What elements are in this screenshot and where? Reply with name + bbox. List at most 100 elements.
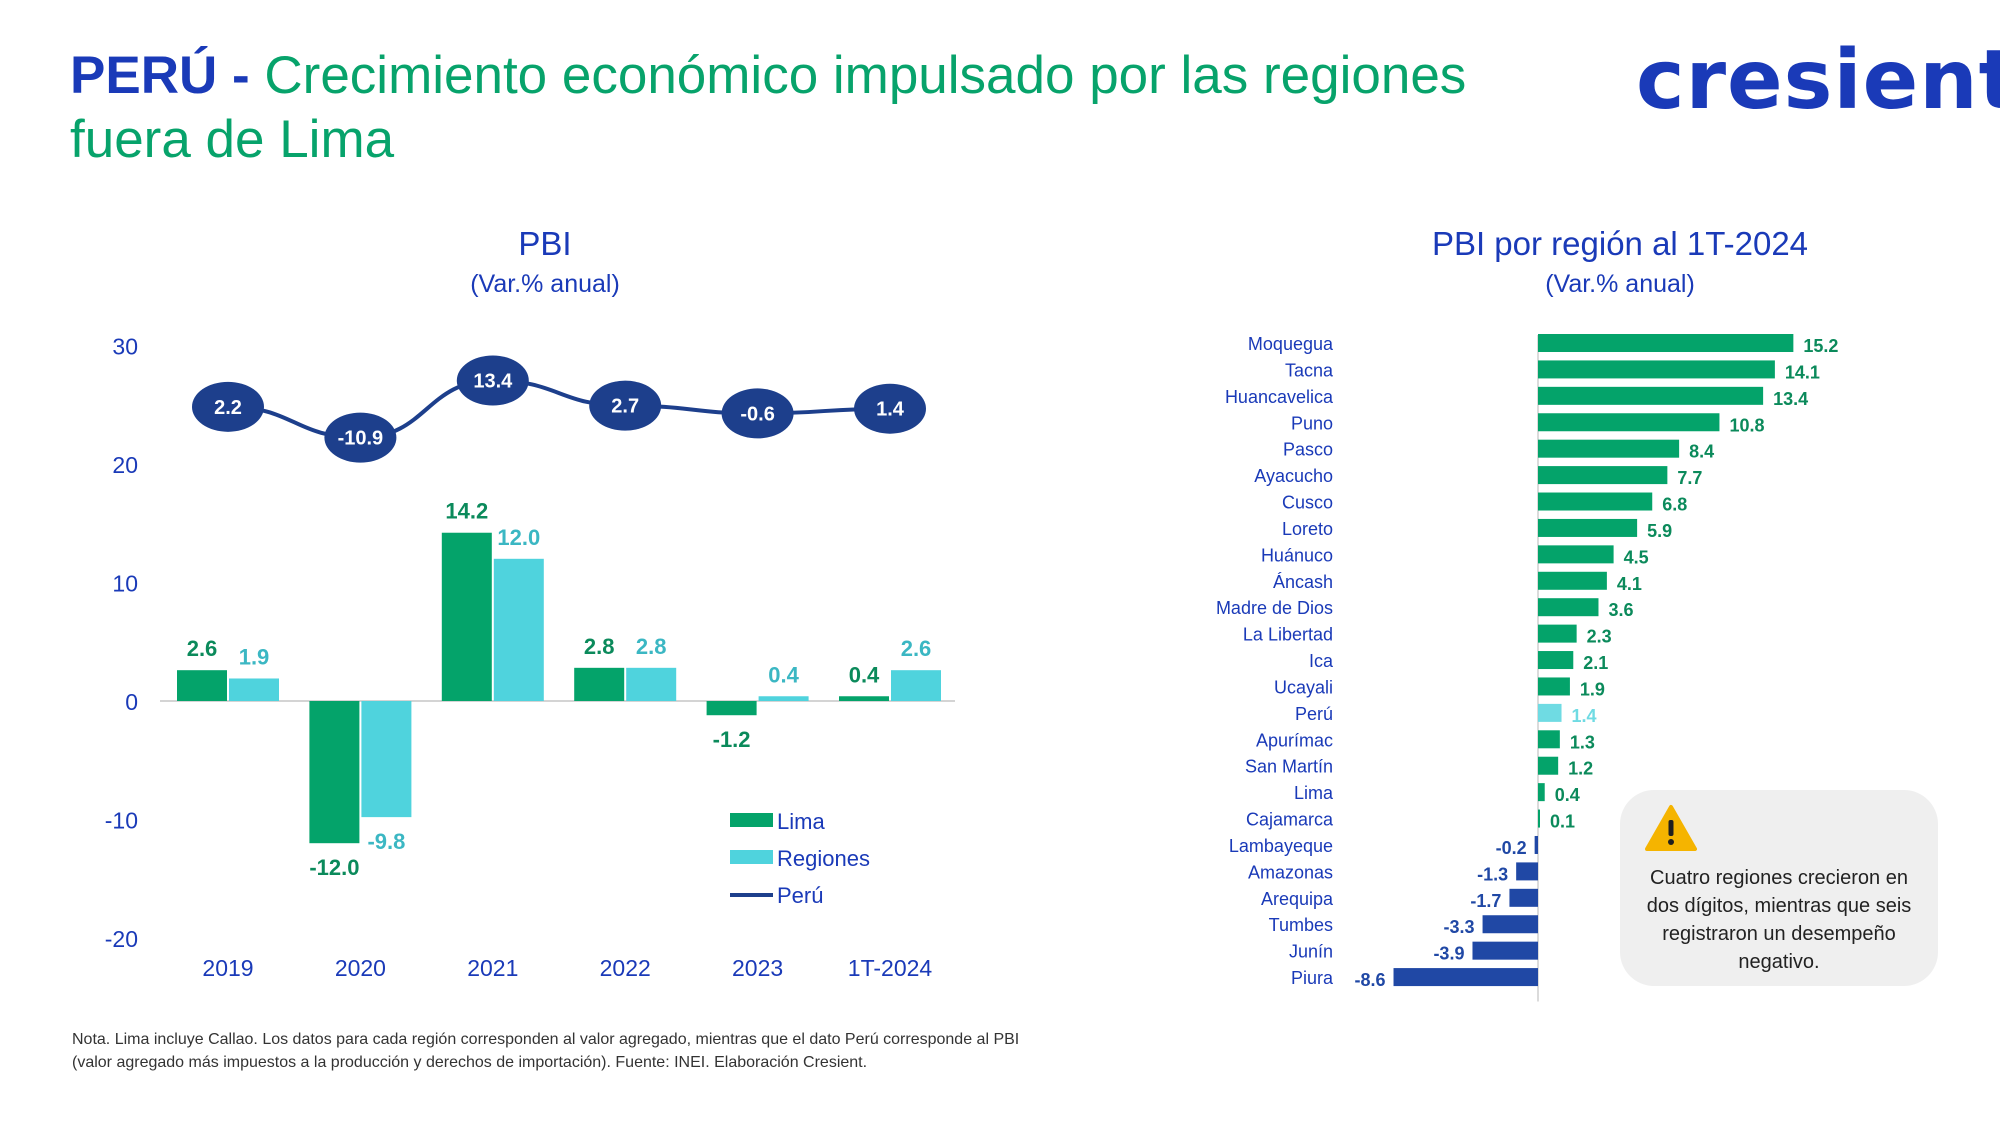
region-bar (1393, 968, 1538, 987)
lima-value-label: -1.2 (713, 727, 751, 752)
footnote: Nota. Lima incluye Callao. Los datos par… (72, 1028, 1172, 1074)
region-value-label: 13.4 (1773, 389, 1808, 409)
pbi-chart-heading: PBI (Var.% anual) (245, 222, 845, 302)
region-label: Piura (1291, 968, 1334, 988)
peru-marker (854, 383, 926, 434)
lima-bar (574, 667, 625, 701)
lima-bar (177, 670, 227, 701)
legend-peru-label: Perú (777, 883, 823, 908)
region-value-label: -0.2 (1496, 838, 1527, 858)
region-label: Lima (1294, 783, 1334, 803)
region-label: La Libertad (1243, 625, 1333, 645)
region-label: Ayacucho (1254, 466, 1333, 486)
region-bar (1538, 334, 1794, 352)
region-label: Loreto (1282, 519, 1333, 539)
region-label: San Martín (1245, 757, 1333, 777)
y-tick-label: -20 (105, 926, 138, 952)
lima-value-label: 2.8 (584, 634, 615, 659)
peru-marker (589, 380, 662, 431)
x-tick-label: 1T-2024 (848, 955, 933, 981)
region-bar (1538, 703, 1562, 722)
x-tick-label: 2020 (335, 955, 386, 981)
region-bar (1538, 571, 1607, 590)
region-value-label: 5.9 (1647, 521, 1672, 541)
cresient-logo: cresient (1636, 33, 2000, 128)
pbi-chart-subtitle: (Var.% anual) (470, 270, 620, 298)
region-bar (1538, 466, 1668, 485)
peru-value-label: 2.7 (611, 396, 639, 418)
region-bar (1538, 730, 1560, 749)
region-value-label: 8.4 (1689, 442, 1714, 462)
peru-value-label: 1.4 (876, 399, 905, 421)
region-label: Tumbes (1269, 915, 1333, 935)
lima-bar (309, 701, 360, 844)
regiones-bar (493, 558, 544, 701)
region-label: Apurímac (1256, 730, 1333, 750)
region-label: Áncash (1273, 572, 1333, 592)
region-label: Lambayeque (1229, 836, 1333, 856)
region-value-label: 1.3 (1570, 732, 1595, 752)
region-bar (1538, 677, 1570, 696)
region-label: Ica (1309, 651, 1334, 671)
region-value-label: 14.1 (1785, 362, 1820, 382)
regiones-bar (758, 696, 809, 701)
region-bar (1538, 651, 1574, 670)
region-value-label: 6.8 (1662, 495, 1687, 515)
region-label: Pasco (1283, 440, 1333, 460)
region-label: Huánuco (1261, 545, 1333, 565)
title-dash: - (232, 46, 250, 105)
footnote-line-1: Nota. Lima incluye Callao. Los datos par… (72, 1031, 1020, 1048)
region-bar (1516, 862, 1538, 881)
region-bar (1538, 809, 1540, 828)
region-bar (1472, 941, 1538, 960)
region-label: Junín (1289, 942, 1333, 962)
peru-value-label: 13.4 (473, 371, 513, 393)
y-tick-label: -10 (105, 808, 138, 834)
region-value-label: 10.8 (1729, 415, 1764, 435)
region-bar (1538, 439, 1680, 458)
legend-lima-label: Lima (777, 809, 825, 834)
lima-value-label: 2.6 (187, 636, 218, 661)
legend-lima-swatch (730, 813, 773, 827)
region-value-label: -3.9 (1433, 944, 1464, 964)
region-value-label: 2.1 (1583, 653, 1608, 673)
peru-marker (456, 355, 529, 406)
region-value-label: 7.7 (1677, 468, 1702, 488)
region-chart-heading: PBI por región al 1T-2024 (Var.% anual) (1220, 222, 2000, 302)
peru-value-label: 2.2 (214, 397, 242, 419)
region-bar (1538, 624, 1577, 643)
peru-value-label: -0.6 (740, 403, 774, 425)
region-value-label: 4.1 (1617, 574, 1642, 594)
region-bar (1538, 386, 1764, 405)
x-tick-label: 2021 (467, 955, 518, 981)
region-bar (1538, 756, 1559, 775)
pbi-chart-title: PBI (518, 225, 572, 262)
callout-text: Cuatro regiones crecieron en dos dígitos… (1646, 867, 1912, 973)
title-country: PERÚ (70, 46, 218, 105)
peru-value-label: -10.9 (338, 428, 384, 450)
region-label: Perú (1295, 704, 1333, 724)
regiones-value-label: 12.0 (497, 525, 540, 550)
lima-bar (441, 532, 492, 701)
regiones-bar (891, 670, 941, 701)
lima-value-label: 14.2 (445, 499, 488, 524)
region-label: Huancavelica (1225, 387, 1334, 407)
region-label: Cusco (1282, 493, 1333, 513)
title-line-2: fuera de Lima (70, 110, 395, 169)
region-value-label: 0.1 (1550, 812, 1575, 832)
peru-marker (192, 381, 264, 432)
legend-regiones-label: Regiones (777, 846, 870, 871)
region-bar (1538, 783, 1545, 802)
region-chart-title: PBI por región al 1T-2024 (1431, 225, 1809, 262)
legend-regiones-swatch (730, 850, 773, 864)
region-bar (1538, 518, 1638, 537)
region-value-label: 4.5 (1624, 547, 1649, 567)
y-tick-label: 30 (112, 334, 138, 360)
title-text-1: Crecimiento económico impulsado por las … (264, 46, 1467, 105)
y-tick-label: 10 (112, 571, 138, 597)
region-bar (1509, 888, 1538, 907)
regiones-value-label: 2.6 (901, 636, 932, 661)
y-tick-label: 0 (125, 689, 138, 715)
y-tick-label: 20 (112, 452, 138, 478)
region-label: Cajamarca (1246, 810, 1334, 830)
